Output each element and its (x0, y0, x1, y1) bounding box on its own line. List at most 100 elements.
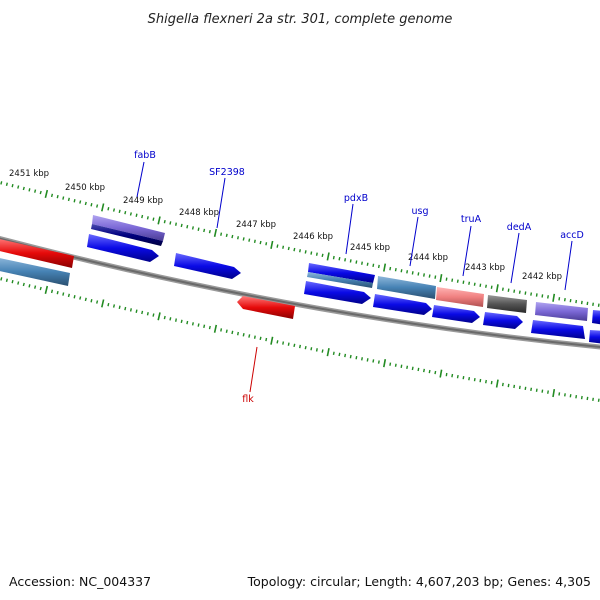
tick-mark (321, 253, 324, 258)
tick-mark (552, 293, 556, 302)
tick-mark (349, 259, 352, 263)
ruler-label: 2445 kbp (350, 243, 390, 253)
tick-mark (17, 185, 20, 189)
tick-mark (253, 335, 256, 339)
tick-mark (338, 352, 341, 357)
tick-mark (259, 240, 262, 245)
tick-mark (315, 348, 318, 352)
tick-mark (485, 284, 487, 288)
tick-mark (175, 318, 177, 322)
gene-arrow[interactable] (0, 238, 74, 268)
tick-mark (129, 212, 132, 216)
tick-mark (282, 245, 285, 249)
tick-mark (332, 255, 335, 260)
ruler-label: 2448 kbp (179, 208, 219, 218)
tick-mark (220, 232, 223, 236)
tick-mark (394, 267, 397, 272)
tick-mark (293, 343, 296, 348)
tick-mark (157, 216, 161, 225)
tick-mark (310, 251, 313, 255)
tick-mark (56, 290, 59, 295)
tick-mark (434, 275, 437, 279)
gene-label-usg[interactable]: usg (411, 206, 428, 217)
tick-mark (67, 293, 70, 298)
tick-mark (434, 370, 437, 375)
gene-sf2398-arrow[interactable] (174, 253, 241, 279)
tick-mark (253, 239, 256, 244)
tick-mark (22, 186, 25, 191)
gene-dedA-track[interactable] (487, 295, 527, 313)
gene-usg-track[interactable] (377, 276, 436, 299)
tick-mark (344, 353, 347, 358)
tick-mark (276, 244, 279, 248)
tick-mark (423, 273, 425, 277)
tick-mark (101, 203, 105, 212)
tick-mark (355, 355, 358, 360)
tick-mark (270, 240, 274, 249)
tick-mark (513, 384, 516, 389)
tick-mark (84, 297, 87, 302)
tick-mark (547, 390, 549, 394)
ruler-label: 2451 kbp (9, 169, 49, 179)
tick-mark (44, 189, 49, 198)
gene-fabB-arrow[interactable] (87, 234, 159, 262)
tick-mark (326, 252, 330, 261)
tick-mark (62, 292, 65, 296)
tick-mark (563, 297, 566, 302)
tick-mark (400, 364, 403, 369)
gene-truA-track[interactable] (436, 287, 484, 307)
gene-label-flk[interactable]: flk (242, 394, 254, 405)
gene-flk-arrow[interactable] (237, 296, 295, 319)
tick-mark (0, 277, 3, 281)
tick-mark (107, 207, 110, 211)
tick-mark (293, 247, 296, 252)
tick-mark (558, 297, 561, 301)
genome-summary-text: Topology: circular; Length: 4,607,203 bp… (247, 574, 591, 589)
gene-fabB-track-navy[interactable] (91, 224, 163, 246)
gene-accD-arrow[interactable] (531, 320, 585, 339)
tick-mark (569, 394, 572, 398)
ruler-label: 2442 kbp (522, 272, 562, 282)
gene-label-fabB[interactable]: fabB (134, 150, 156, 161)
tick-mark (112, 304, 116, 308)
tick-mark (361, 357, 363, 361)
gene-usg-arrow[interactable] (373, 294, 432, 315)
gene-label-sf2398[interactable]: SF2398 (209, 167, 245, 178)
gene-pdxB-track-blue[interactable] (308, 263, 375, 283)
forward-features (0, 215, 600, 344)
gene-arrow[interactable] (589, 330, 600, 344)
tick-mark (169, 221, 172, 225)
tick-mark (417, 272, 420, 276)
gene-arrow[interactable] (592, 310, 600, 325)
tick-mark (411, 271, 414, 275)
tick-mark (304, 345, 307, 350)
tick-mark (417, 367, 420, 372)
tick-mark (107, 302, 110, 307)
gene-pdxB-arrow[interactable] (304, 281, 371, 304)
gene-label-pdxB[interactable]: pdxB (344, 193, 368, 204)
tick-mark (473, 377, 476, 382)
gene-fabB-track-lavender[interactable] (92, 215, 165, 241)
tick-mark (124, 210, 127, 215)
tick-mark (462, 280, 465, 284)
gene-accD-track[interactable] (535, 302, 588, 321)
gene-truA-arrow[interactable] (432, 305, 480, 323)
tick-mark (44, 285, 49, 294)
gene-dedA-arrow[interactable] (483, 312, 523, 329)
tick-mark (5, 182, 8, 186)
gene-arrow[interactable] (0, 257, 70, 286)
gene-label-dedA[interactable]: dedA (507, 222, 532, 233)
gene-pdxB-track-steel[interactable] (307, 272, 373, 288)
tick-mark (152, 217, 155, 221)
map-title: Shigella flexneri 2a str. 301, complete … (148, 12, 453, 27)
gene-label-accD[interactable]: accD (560, 230, 584, 241)
tick-mark (383, 263, 387, 272)
tick-mark (495, 379, 499, 388)
ruler-label: 2446 kbp (293, 232, 333, 242)
gene-label-truA[interactable]: truA (461, 214, 482, 225)
tick-mark (406, 270, 409, 274)
tick-mark (287, 246, 290, 251)
tick-mark (501, 382, 504, 387)
tick-mark (157, 312, 161, 321)
tick-mark (213, 228, 218, 237)
